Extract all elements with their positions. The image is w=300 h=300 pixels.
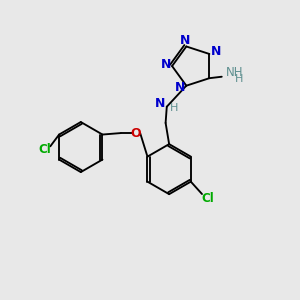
Text: H: H	[235, 74, 244, 84]
Text: NH: NH	[226, 66, 243, 79]
Text: O: O	[131, 127, 141, 140]
Text: N: N	[175, 81, 186, 94]
Text: N: N	[155, 97, 166, 110]
Text: H: H	[170, 103, 178, 113]
Text: N: N	[211, 44, 221, 58]
Text: N: N	[161, 58, 171, 71]
Text: Cl: Cl	[201, 192, 214, 205]
Text: N: N	[180, 34, 190, 46]
Text: Cl: Cl	[39, 143, 51, 156]
